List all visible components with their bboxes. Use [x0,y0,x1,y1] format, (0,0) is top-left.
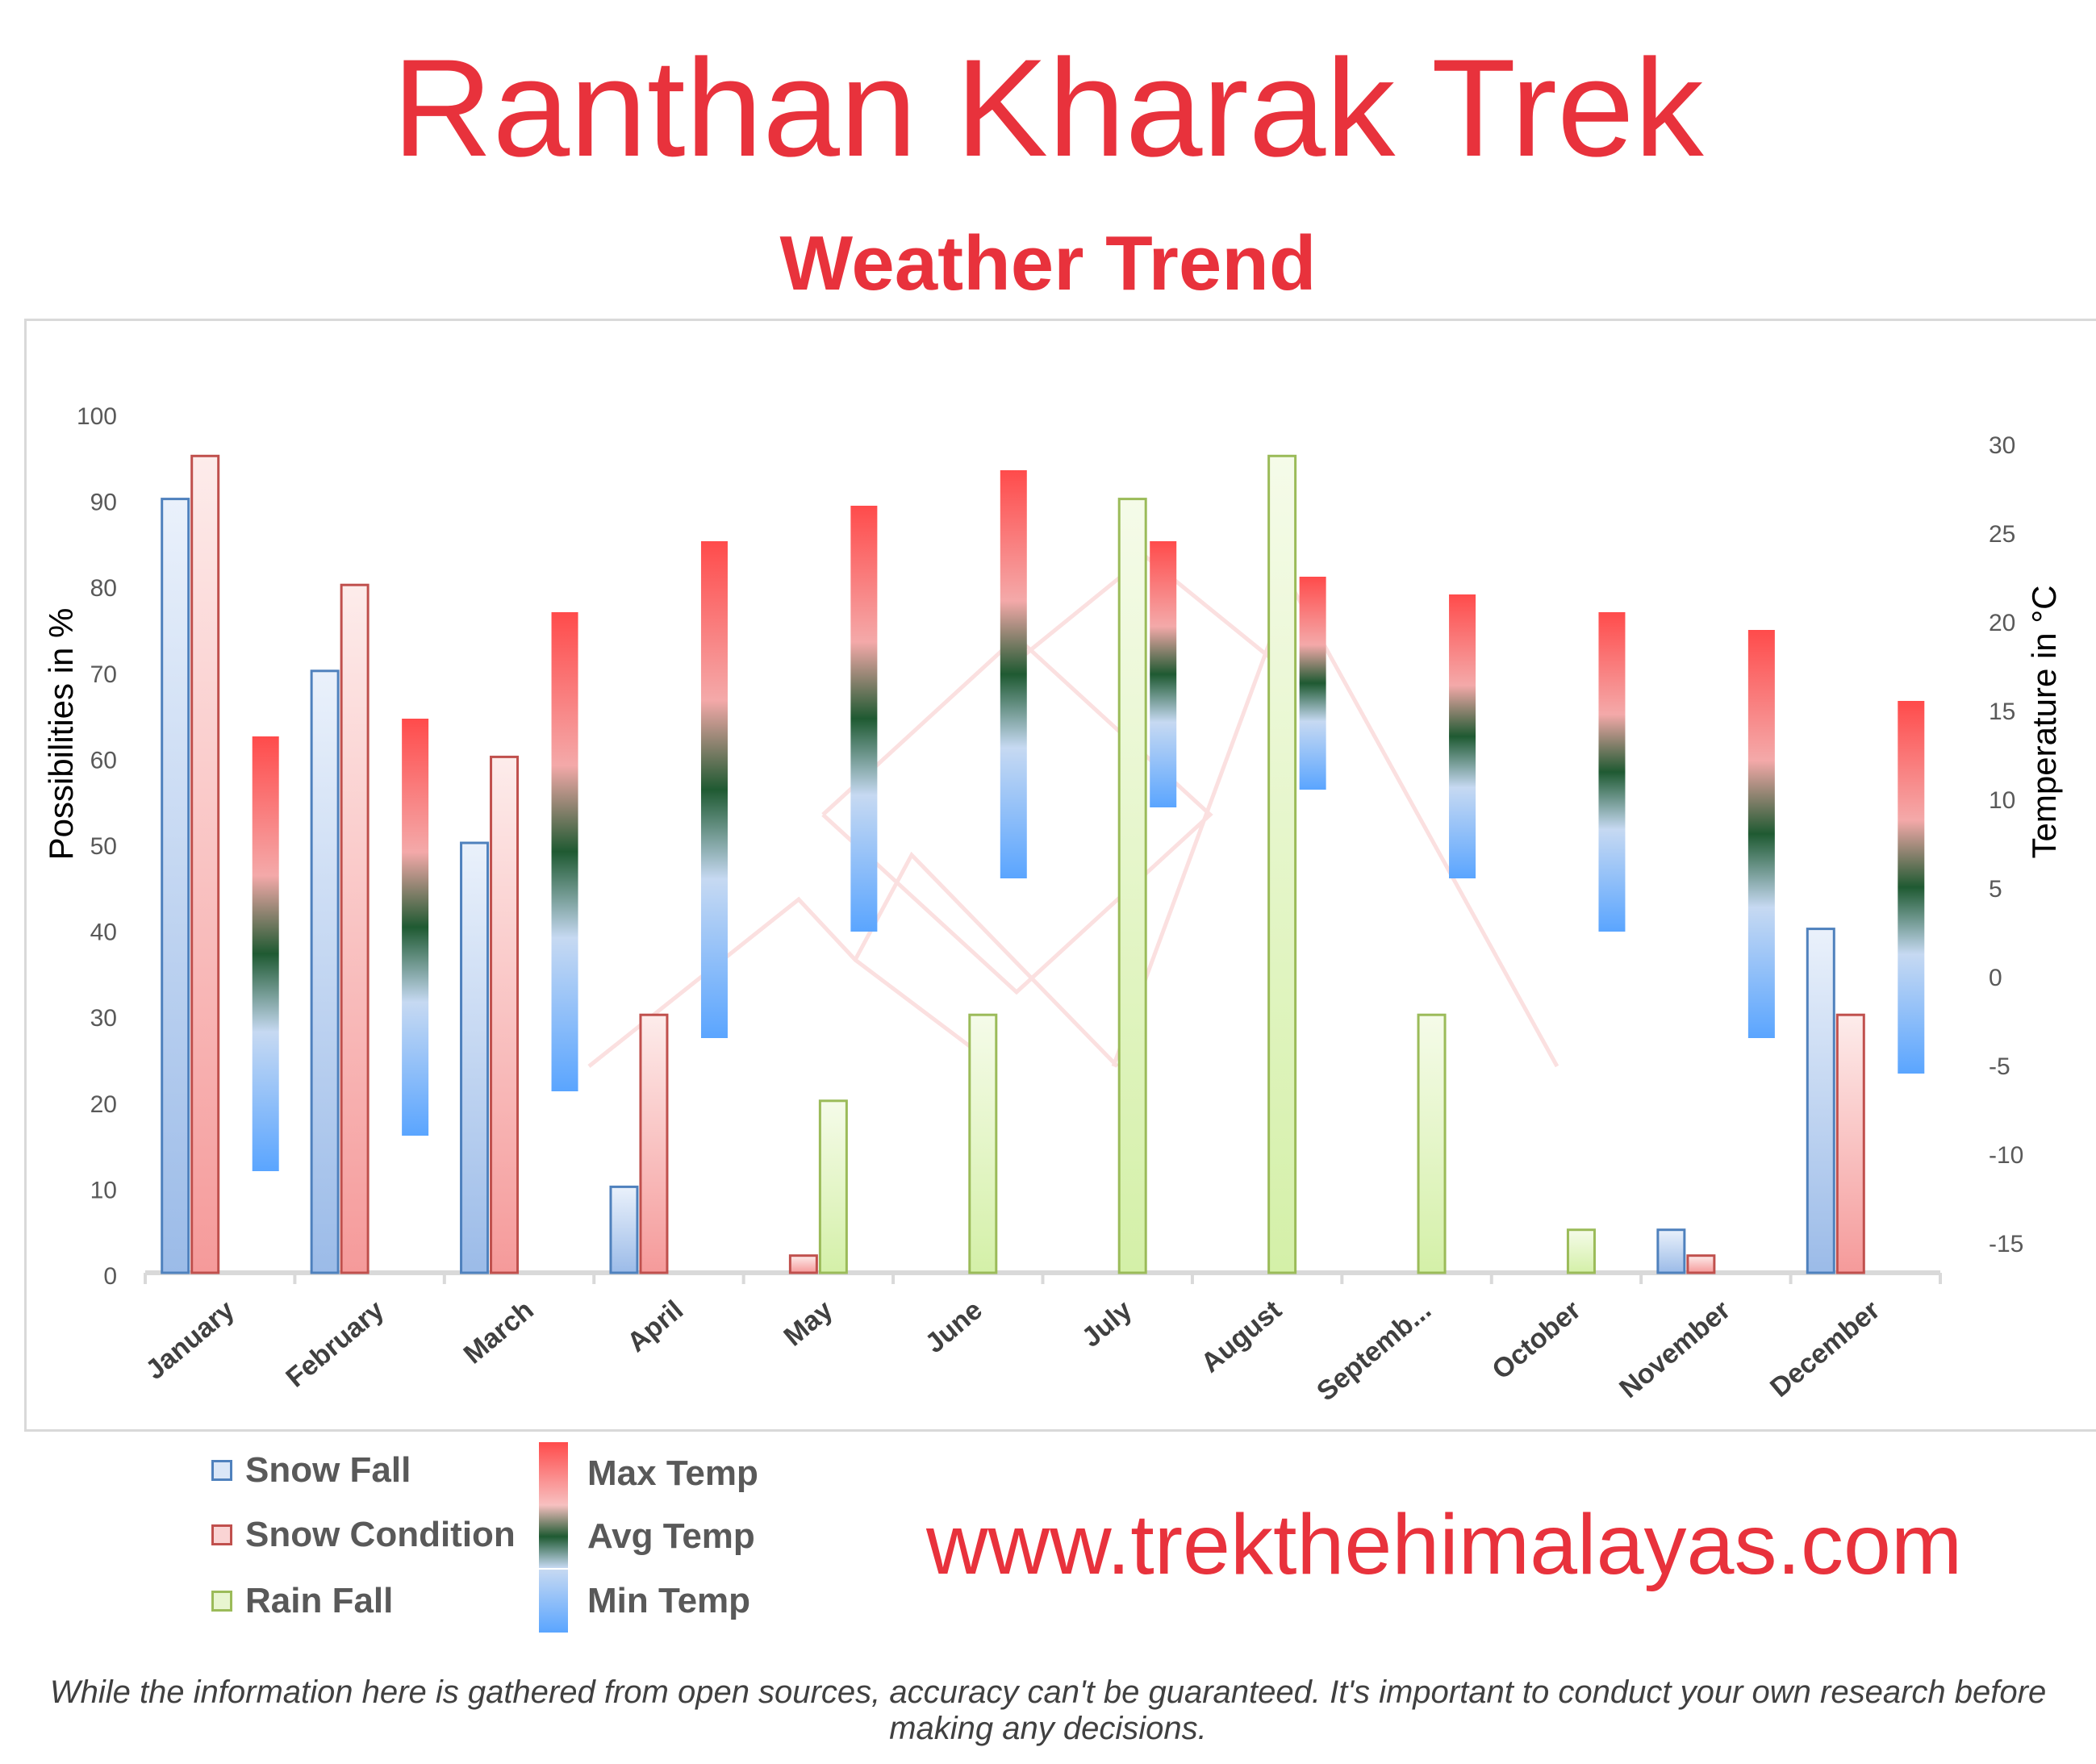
bar-rain-fall [1417,1013,1447,1274]
x-tick-label: November [1614,1295,1736,1404]
y-tick-label: 90 [90,490,117,516]
legend-snow-condition: Snow Condition [211,1515,516,1555]
y2-tick-label: -10 [1989,1142,2023,1169]
y2-tick-label: 0 [1989,965,2002,991]
y-tick-label: 50 [90,833,117,860]
legend-min-temp: Min Temp [539,1570,750,1633]
y2-axis-title: Temperature in °C [2025,586,2063,859]
legend-avg-temp-label: Avg Temp [587,1516,755,1556]
y-tick-label: 40 [90,920,117,946]
bar-temperature-range [1000,470,1027,878]
bar-snow-condition [639,1013,669,1274]
bar-temperature-range [700,541,728,1038]
x-tick-label: December [1764,1295,1885,1403]
legend-max-temp-label: Max Temp [587,1453,758,1493]
bar-snow-condition [1686,1254,1716,1274]
bar-temperature-range [1898,701,1925,1074]
bar-snow-fall [1656,1228,1686,1274]
x-tick-label: January [140,1295,240,1386]
x-tick-label: July [1076,1295,1138,1353]
x-tick-label: April [621,1295,689,1358]
legend-rain-fall: Rain Fall [211,1581,393,1621]
bar-snow-condition [490,755,520,1274]
x-tick-label: February [280,1295,390,1394]
y2-tick-label: -15 [1989,1231,2023,1257]
weather-chart: 0 10 20 30 40 50 60 70 80 90 100 -15 -10 -5 0 5 10 15 20 25… [42,403,2063,1407]
bar-temperature-range [1449,594,1476,878]
bar-temperature-range [551,612,578,1091]
x-tick-label: October [1486,1295,1586,1386]
legend-snow-fall-label: Snow Fall [245,1450,411,1490]
bar-rain-fall [1566,1228,1596,1274]
y-tick-label: 60 [90,747,117,774]
legend-avg-temp: Avg Temp [539,1505,755,1568]
chart-frame [24,319,2096,1432]
legend-max-temp: Max Temp [539,1442,758,1505]
x-tick-label: August [1196,1295,1288,1378]
y-tick-label: 20 [90,1091,117,1118]
bar-rain-fall [1267,454,1297,1274]
chart-marks [161,454,1925,1274]
bar-rain-fall [968,1013,998,1274]
y-axis-title: Possibilities in % [42,608,80,861]
bar-temperature-range [402,719,429,1136]
y-tick-label: 30 [90,1005,117,1032]
bar-temperature-range [1747,630,1775,1038]
bar-snow-condition [190,454,220,1274]
y2-tick-label: 10 [1989,787,2015,814]
bar-snow-fall [1806,928,1835,1274]
y2-tick-label: -5 [1989,1053,2010,1080]
bar-temperature-range [252,736,279,1171]
y-tick-label: 0 [103,1263,117,1290]
legend-min-temp-swatch [539,1570,568,1633]
bar-snow-fall [460,841,490,1274]
legend-snow-fall-swatch [211,1460,232,1481]
watermark-mountains [587,553,1559,1068]
legend-min-temp-label: Min Temp [587,1581,751,1620]
y2-tick-label: 25 [1989,521,2015,548]
bar-temperature-range [1598,612,1626,932]
bar-rain-fall [1117,498,1147,1274]
x-tick-label: Septemb... [1311,1295,1437,1407]
y-tick-label: 100 [77,403,117,430]
legend-rain-fall-swatch [211,1591,232,1612]
bar-rain-fall [818,1099,848,1274]
chart-title: Ranthan Kharak Trek [392,31,1704,186]
y2-tick-label: 30 [1989,432,2015,459]
y2-tick-label: 15 [1989,699,2015,725]
disclaimer-text: While the information here is gathered f… [49,1674,2047,1746]
bar-snow-condition [340,583,370,1274]
bar-snow-fall [161,498,190,1274]
axes [144,1270,1942,1284]
legend-snow-condition-swatch [211,1524,232,1545]
x-tick-label: June [920,1295,988,1359]
legend-avg-temp-swatch [539,1505,568,1568]
bar-snow-condition [1835,1013,1865,1274]
x-tick-label: March [458,1295,540,1370]
legend-max-temp-swatch [539,1442,568,1505]
y-tick-label: 80 [90,575,117,602]
y2-tick-label: 5 [1989,876,2002,903]
x-tick-label: May [778,1295,838,1353]
legend-snow-condition-label: Snow Condition [245,1515,516,1554]
chart-subtitle: Weather Trend [779,220,1317,307]
bar-temperature-range [850,506,878,932]
bar-snow-fall [310,669,340,1274]
bar-temperature-range [1299,577,1326,790]
y-tick-label: 10 [90,1177,117,1203]
legend-rain-fall-label: Rain Fall [245,1581,394,1620]
y2-tick-label: 20 [1989,610,2015,636]
website-link[interactable]: www.trekthehimalayas.com [926,1497,1963,1592]
bar-snow-fall [609,1185,639,1274]
y-tick-label: 70 [90,661,117,688]
bar-snow-condition [788,1254,818,1274]
legend-snow-fall: Snow Fall [211,1450,411,1491]
bar-temperature-range [1150,541,1177,807]
